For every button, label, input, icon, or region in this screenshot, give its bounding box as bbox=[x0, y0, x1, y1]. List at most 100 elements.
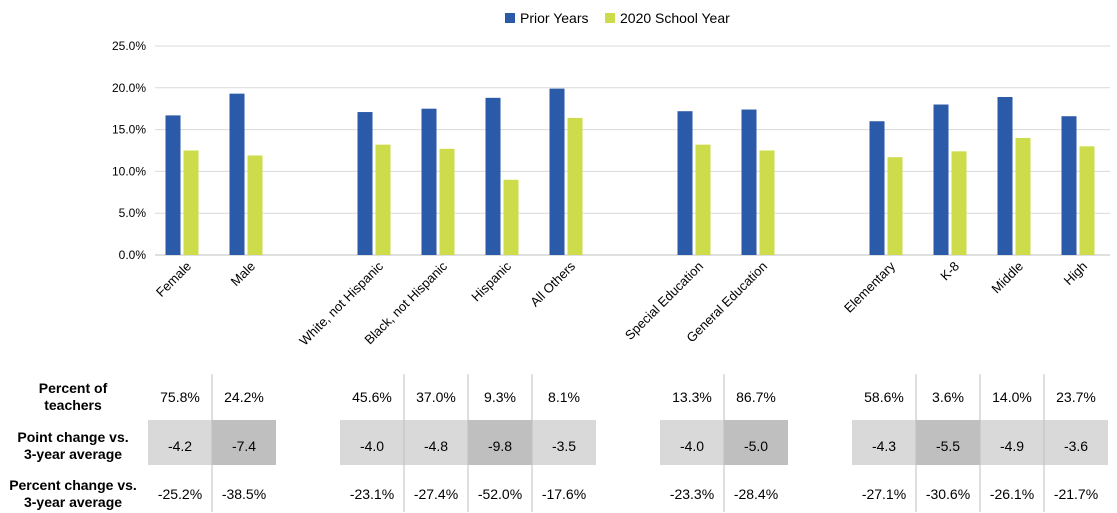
table-cell-0-0: 75.8% bbox=[160, 389, 200, 405]
table-cell-0-4: 9.3% bbox=[484, 389, 516, 405]
table-cell-1-11: -3.6 bbox=[1064, 438, 1088, 454]
y-axis: 0.0% 5.0% 10.0% 15.0% 20.0% 25.0% bbox=[112, 39, 146, 262]
category-label-1: Male bbox=[228, 259, 259, 290]
table-cell-0-2: 45.6% bbox=[352, 389, 392, 405]
legend: Prior Years 2020 School Year bbox=[505, 10, 730, 26]
bar-1-3 bbox=[439, 148, 455, 255]
table-cell-1-10: -4.9 bbox=[1000, 438, 1024, 454]
table-cell-1-0: -4.2 bbox=[168, 438, 192, 454]
table-cell-2-9: -30.6% bbox=[926, 486, 970, 502]
bar-0-2 bbox=[357, 112, 373, 255]
table-cell-2-5: -17.6% bbox=[542, 486, 586, 502]
bar-0-4 bbox=[485, 97, 501, 255]
bar-1-1 bbox=[247, 155, 263, 255]
table-cell-1-4: -9.8 bbox=[488, 438, 512, 454]
table-cell-2-7: -28.4% bbox=[734, 486, 778, 502]
y-tick-label-0: 0.0% bbox=[119, 248, 147, 262]
table-cell-bg-1-9 bbox=[916, 420, 980, 465]
category-label-11: High bbox=[1061, 259, 1091, 289]
row-label-0-line1: Percent of bbox=[39, 380, 108, 396]
table-cell-1-5: -3.5 bbox=[552, 438, 576, 454]
table-cell-0-7: 86.7% bbox=[736, 389, 776, 405]
table-cell-0-9: 3.6% bbox=[932, 389, 964, 405]
table-cell-bg-1-1 bbox=[212, 420, 276, 465]
table-cell-1-1: -7.4 bbox=[232, 438, 256, 454]
bar-1-2 bbox=[375, 144, 391, 255]
y-tick-label-3: 15.0% bbox=[112, 123, 146, 137]
bar-0-0 bbox=[165, 115, 181, 255]
table-cell-bg-1-8 bbox=[852, 420, 916, 465]
table-cell-0-8: 58.6% bbox=[864, 389, 904, 405]
bar-0-8 bbox=[869, 121, 885, 256]
bars bbox=[165, 88, 1095, 256]
table-cell-2-4: -52.0% bbox=[478, 486, 522, 502]
bar-0-6 bbox=[677, 111, 693, 255]
bar-0-5 bbox=[549, 88, 565, 255]
table-cell-bg-1-11 bbox=[1044, 420, 1108, 465]
table-cell-bg-1-2 bbox=[340, 420, 404, 465]
bar-0-11 bbox=[1061, 116, 1077, 255]
table-cell-2-8: -27.1% bbox=[862, 486, 906, 502]
table-cell-1-3: -4.8 bbox=[424, 438, 448, 454]
table-cell-2-10: -26.1% bbox=[990, 486, 1034, 502]
table-cell-0-1: 24.2% bbox=[224, 389, 264, 405]
table-cell-bg-1-10 bbox=[980, 420, 1044, 465]
bar-1-4 bbox=[503, 179, 519, 255]
bar-0-9 bbox=[933, 104, 949, 256]
table-cell-0-11: 23.7% bbox=[1056, 389, 1096, 405]
bar-1-8 bbox=[887, 157, 903, 255]
table-cell-2-2: -23.1% bbox=[350, 486, 394, 502]
table-cell-0-3: 37.0% bbox=[416, 389, 456, 405]
category-label-5: All Others bbox=[527, 258, 578, 309]
row-label-2-line2: 3-year average bbox=[24, 494, 122, 510]
bar-1-10 bbox=[1015, 137, 1031, 255]
bar-0-1 bbox=[229, 93, 245, 255]
category-label-0: Female bbox=[153, 259, 194, 300]
row-label-0-line2: teachers bbox=[44, 397, 102, 413]
table-cell-2-3: -27.4% bbox=[414, 486, 458, 502]
table-cell-0-6: 13.3% bbox=[672, 389, 712, 405]
row-label-2-line1: Percent change vs. bbox=[9, 477, 137, 493]
legend-label-0: Prior Years bbox=[520, 10, 588, 26]
table-cell-2-6: -23.3% bbox=[670, 486, 714, 502]
row-label-1-line2: 3-year average bbox=[24, 446, 122, 462]
y-tick-label-2: 10.0% bbox=[112, 164, 146, 178]
legend-swatch-1 bbox=[605, 13, 615, 23]
row-label-1-line1: Point change vs. bbox=[17, 429, 128, 445]
y-tick-label-5: 25.0% bbox=[112, 39, 146, 53]
table-cell-bg-1-3 bbox=[404, 420, 468, 465]
table-cell-0-10: 14.0% bbox=[992, 389, 1032, 405]
table-cell-bg-1-7 bbox=[724, 420, 788, 465]
bar-1-5 bbox=[567, 117, 583, 256]
table-cell-1-8: -4.3 bbox=[872, 438, 896, 454]
table-cell-bg-1-6 bbox=[660, 420, 724, 465]
table-cell-bg-1-5 bbox=[532, 420, 596, 465]
bar-1-6 bbox=[695, 144, 711, 255]
category-label-4: Hispanic bbox=[468, 258, 514, 304]
table-cell-1-9: -5.5 bbox=[936, 438, 960, 454]
table-cell-2-0: -25.2% bbox=[158, 486, 202, 502]
bar-1-7 bbox=[759, 150, 775, 255]
legend-label-1: 2020 School Year bbox=[620, 10, 730, 26]
table-cell-1-6: -4.0 bbox=[680, 438, 704, 454]
category-label-10: Middle bbox=[988, 259, 1026, 297]
y-tick-label-1: 5.0% bbox=[119, 206, 147, 220]
bar-1-11 bbox=[1079, 146, 1095, 255]
table-cell-0-5: 8.1% bbox=[548, 389, 580, 405]
table-cell-bg-1-4 bbox=[468, 420, 532, 465]
table-cell-2-1: -38.5% bbox=[222, 486, 266, 502]
table-cell-1-2: -4.0 bbox=[360, 438, 384, 454]
bar-0-10 bbox=[997, 96, 1013, 255]
gridlines bbox=[155, 45, 1110, 256]
category-label-8: Elementary bbox=[841, 258, 898, 315]
bar-1-9 bbox=[951, 151, 967, 255]
legend-swatch-0 bbox=[505, 13, 515, 23]
category-label-9: K-8 bbox=[937, 259, 962, 284]
bar-0-7 bbox=[741, 109, 757, 255]
table-cell-bg-1-0 bbox=[148, 420, 212, 465]
table-cell-2-11: -21.7% bbox=[1054, 486, 1098, 502]
table-cell-1-7: -5.0 bbox=[744, 438, 768, 454]
